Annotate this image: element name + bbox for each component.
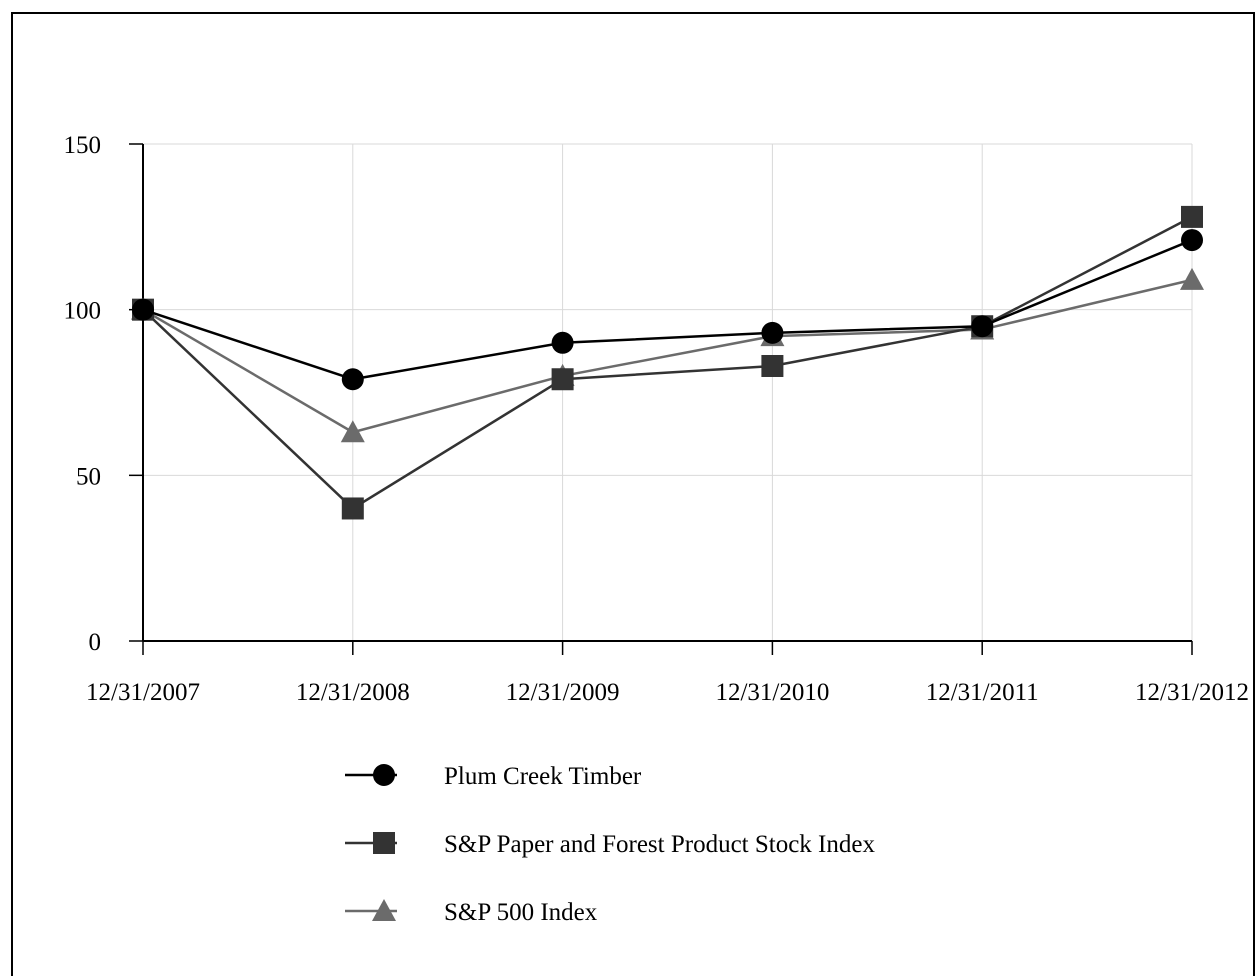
- x-tick-label: 12/31/2012: [1135, 679, 1249, 706]
- legend-label: Plum Creek Timber: [444, 763, 642, 790]
- chart-frame: [11, 12, 1255, 976]
- y-tick-label: 100: [64, 298, 102, 325]
- y-tick-label: 150: [64, 132, 102, 159]
- x-tick-label: 12/31/2008: [296, 679, 410, 706]
- x-tick-label: 12/31/2010: [715, 679, 829, 706]
- data-point: [551, 331, 574, 354]
- legend: Plum Creek Timber S&P Paper and Forest Pr…: [345, 763, 875, 926]
- data-point: [341, 368, 364, 391]
- gridlines: [143, 143, 1193, 641]
- legend-marker: [373, 832, 395, 854]
- data-point: [761, 321, 784, 344]
- series-line: [142, 278, 1193, 434]
- legend-label: S&P Paper and Forest Product Stock Index: [444, 831, 875, 858]
- legend-marker: [373, 764, 395, 786]
- x-tick-label: 12/31/2007: [86, 679, 200, 706]
- data-point: [1181, 229, 1203, 252]
- x-tick-label: 12/31/2011: [926, 679, 1039, 706]
- x-tick-label: 12/31/2009: [506, 679, 620, 706]
- series-line: [142, 238, 1193, 381]
- data-point: [341, 497, 364, 520]
- data-point: [971, 315, 994, 338]
- data-point: [1181, 205, 1203, 228]
- legend-item: S&P 500 Index: [345, 899, 598, 926]
- series-1: [132, 229, 1203, 391]
- y-tick-label: 50: [76, 463, 101, 490]
- legend-item: S&P Paper and Forest Product Stock Index: [345, 831, 875, 858]
- series-layer: [131, 205, 1204, 520]
- data-point: [132, 298, 154, 321]
- data-point: [551, 368, 574, 391]
- series-line: [142, 215, 1193, 511]
- data-point: [340, 420, 365, 443]
- data-point: [761, 354, 784, 377]
- legend-item: Plum Creek Timber: [345, 763, 642, 790]
- legend-label: S&P 500 Index: [444, 899, 598, 926]
- axes: 0 50 100 150 12/31/2007 12/31/2008 12/31/2009 1…: [64, 132, 1249, 706]
- data-point: [1180, 267, 1204, 290]
- series-2: [132, 205, 1203, 520]
- y-tick-label: 0: [89, 629, 102, 656]
- legend-marker: [372, 899, 396, 921]
